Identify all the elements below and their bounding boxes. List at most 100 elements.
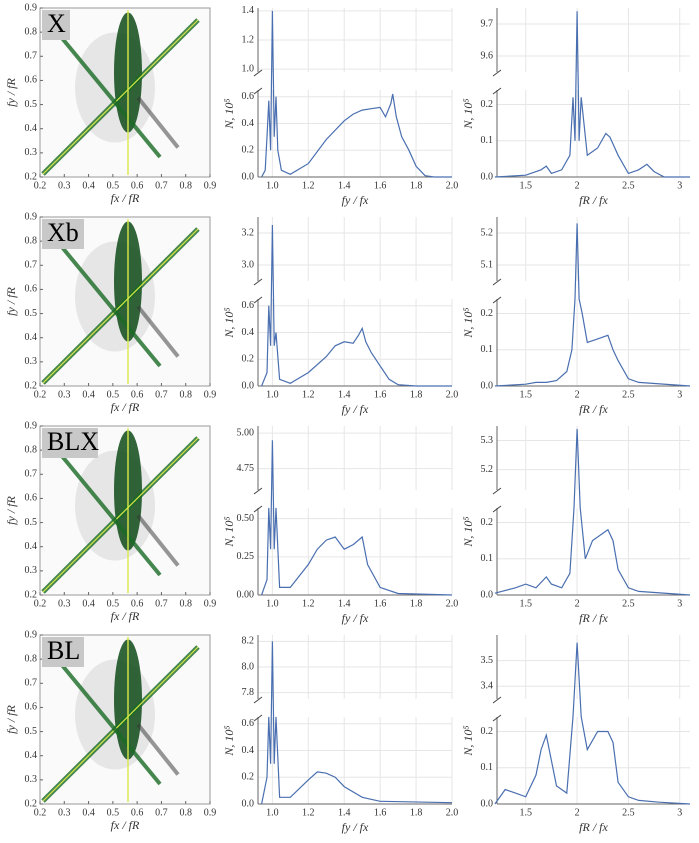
x-axis-label: fR / fx: [579, 193, 608, 207]
x-axis-label: fx / fR: [111, 400, 140, 414]
y-tick-label: 0.6: [25, 75, 38, 86]
y-tick-label: 0.5: [25, 99, 38, 110]
y-tick-label: 0.2: [481, 308, 494, 319]
y-tick-label: 5.3: [481, 435, 494, 446]
x-tick-label: 1.0: [266, 598, 279, 609]
x-tick-label: 1.8: [410, 389, 423, 400]
axis-break: [492, 296, 502, 304]
x-tick-label: 1.4: [338, 807, 351, 818]
y-axis-label: fy / fR: [4, 496, 18, 525]
density-streak: [42, 646, 199, 802]
y-tick-label: 0.6: [25, 702, 38, 713]
x-axis-label: fy / fx: [342, 611, 369, 625]
x-tick-label: 0.4: [82, 598, 95, 609]
axis-break: [492, 487, 502, 495]
plot-area: [258, 217, 452, 281]
x-tick-label: 0.8: [179, 807, 192, 818]
histogram-line: [261, 10, 452, 178]
y-tick-label: 0.0: [242, 171, 255, 182]
x-tick-label: 2: [575, 389, 580, 400]
x-tick-label: 0.7: [155, 598, 168, 609]
x-tick-label: 0.4: [82, 807, 95, 818]
axis-break: [492, 278, 502, 286]
x-tick-label: 1.2: [302, 807, 315, 818]
x-axis-label: fR / fx: [579, 611, 608, 625]
axis-break: [253, 296, 263, 304]
y-tick-label: 0.3: [25, 774, 38, 785]
x-tick-label: 1.4: [338, 180, 351, 191]
y-tick-label: 0.1: [481, 762, 494, 773]
y-axis-label: fy / fR: [4, 78, 18, 107]
y-tick-label: 0.6: [242, 718, 255, 729]
y-tick-label: 0.2: [25, 171, 38, 182]
x-tick-label: 1.2: [302, 598, 315, 609]
x-tick-label: 0.3: [58, 389, 71, 400]
y-tick-label: 3.5: [481, 655, 494, 666]
y-tick-label: 0.4: [25, 750, 38, 761]
x-tick-label: 3: [677, 807, 682, 818]
y-tick-label: 0.7: [25, 469, 38, 480]
axis-break: [253, 69, 263, 77]
axis-break: [492, 87, 502, 95]
x-tick-label: 1.8: [410, 180, 423, 191]
axis-break: [253, 487, 263, 495]
axis-break: [253, 505, 263, 513]
y-tick-label: 0.0: [481, 380, 494, 391]
x-axis-label: fx / fR: [111, 609, 140, 623]
x-tick-label: 0.2: [34, 389, 47, 400]
x-tick-label: 1.5: [519, 389, 532, 400]
y-tick-label: 0.50: [237, 513, 255, 524]
x-tick-label: 0.3: [58, 180, 71, 191]
y-axis-label: N, 10⁵: [461, 516, 475, 547]
y-tick-label: 0.0: [242, 380, 255, 391]
y-tick-label: 8.0: [242, 661, 255, 672]
x-axis-label: fx / fR: [111, 818, 140, 832]
y-tick-label: 0.25: [237, 551, 255, 562]
y-tick-label: 8.2: [242, 636, 255, 647]
x-tick-label: 1.5: [519, 807, 532, 818]
y-tick-label: 0.1: [481, 553, 494, 564]
x-tick-label: 0.7: [155, 807, 168, 818]
x-tick-label: 0.2: [34, 180, 47, 191]
x-tick-label: 1.6: [374, 807, 387, 818]
y-tick-label: 0.0: [481, 589, 494, 600]
x-tick-label: 0.4: [82, 180, 95, 191]
x-tick-label: 1.8: [410, 807, 423, 818]
plot-area: [258, 299, 452, 386]
y-tick-label: 0.2: [481, 726, 494, 737]
x-tick-label: 1.0: [266, 389, 279, 400]
density-streak: [42, 437, 199, 593]
x-tick-label: 0.7: [155, 180, 168, 191]
label-box: [42, 219, 84, 249]
axis-break: [492, 714, 502, 722]
axis-break: [492, 505, 502, 513]
y-tick-label: 0.0: [481, 798, 494, 809]
x-tick-label: 1.8: [410, 598, 423, 609]
panel-label: X: [47, 9, 66, 38]
x-tick-label: 2.5: [622, 389, 635, 400]
y-tick-label: 0.5: [25, 726, 38, 737]
y-tick-label: 0.0: [242, 798, 255, 809]
y-tick-label: 0.4: [25, 332, 38, 343]
density-streak: [42, 19, 199, 175]
panel-label: BLX: [47, 427, 99, 456]
axis-break: [492, 69, 502, 77]
y-tick-label: 0.6: [242, 91, 255, 102]
density-streak: [42, 228, 199, 384]
x-tick-label: 0.3: [58, 807, 71, 818]
axis-break: [253, 278, 263, 286]
y-tick-label: 5.00: [237, 427, 255, 438]
x-tick-label: 3: [677, 598, 682, 609]
x-tick-label: 0.5: [107, 598, 120, 609]
y-tick-label: 0.8: [25, 26, 38, 37]
x-axis-label: fR / fx: [579, 820, 608, 834]
y-tick-label: 4.75: [237, 463, 255, 474]
y-tick-label: 1.0: [242, 63, 255, 74]
y-tick-label: 0.3: [25, 356, 38, 367]
histogram-line: [494, 642, 691, 805]
x-tick-label: 1.6: [374, 180, 387, 191]
x-tick-label: 0.2: [34, 807, 47, 818]
histogram-line: [261, 224, 452, 387]
density-streak: [50, 651, 162, 786]
